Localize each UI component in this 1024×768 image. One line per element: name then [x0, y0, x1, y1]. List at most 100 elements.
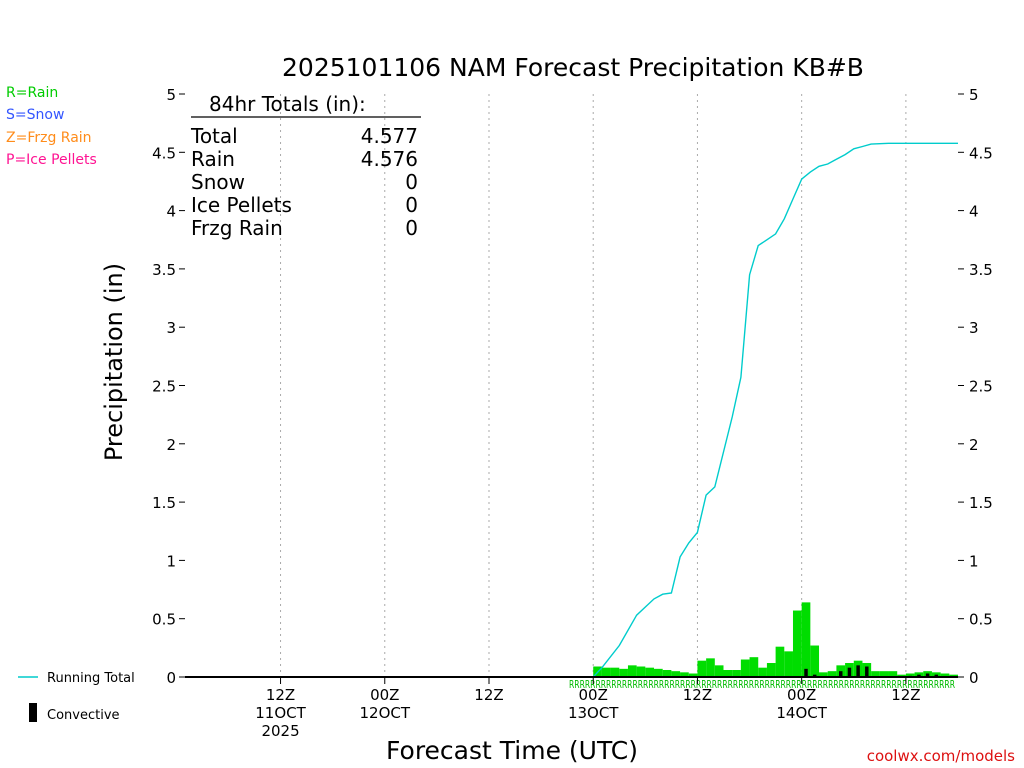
y-tick-label: 2	[969, 436, 979, 454]
plot-area: RRRRRRRRRRRRRRRRRRRRRRRRRRRRRRRRRRRRRRRR…	[185, 94, 958, 691]
legend-ice-pellets: P=Ice Pellets	[6, 152, 97, 168]
rain-bar	[723, 670, 733, 677]
totals-heading: 84hr Totals (in):	[209, 92, 366, 116]
y-tick-label: 0	[166, 669, 176, 687]
x-tick-label: 00Z	[370, 686, 399, 704]
x-tick-label: 00Z	[579, 686, 608, 704]
rain-bar	[905, 673, 915, 677]
rain-bar	[688, 673, 698, 677]
legend-convective: Convective	[47, 708, 120, 723]
convective-bar	[804, 668, 808, 677]
rain-bar	[636, 666, 646, 677]
rain-bars	[593, 602, 958, 677]
rain-bar	[871, 671, 880, 677]
rain-bar	[610, 667, 620, 677]
rain-bar	[931, 672, 941, 677]
y-tick-label: 0	[969, 669, 979, 687]
x-tick-label: 14OCT	[776, 704, 827, 722]
rain-bar	[758, 667, 767, 677]
y-tick-label: 1.5	[152, 494, 176, 512]
y-tick-label: 2.5	[152, 378, 176, 396]
totals-row-label: Total	[190, 124, 238, 148]
convective-bar	[856, 665, 860, 677]
y-tick-label: 1	[969, 552, 979, 570]
x-tick-label: 12OCT	[359, 704, 410, 722]
rain-bar	[706, 658, 715, 677]
running-total-line	[193, 142, 958, 678]
y-tick-label: 4.5	[152, 144, 176, 162]
rain-bar	[671, 671, 681, 677]
y-tick-label: 3.5	[969, 261, 993, 279]
y-tick-label: 4	[166, 203, 176, 221]
rain-bar	[784, 651, 793, 677]
x-tick-label: 12Z	[266, 686, 295, 704]
chart-title: 2025101106 NAM Forecast Precipitation KB…	[282, 53, 864, 82]
series-legend: Running Total Convective	[18, 671, 135, 723]
totals-row-label: Rain	[191, 147, 235, 171]
convective-bar	[925, 673, 930, 677]
rain-bar	[740, 659, 750, 677]
rain-bar	[662, 670, 672, 677]
convective-bar	[917, 674, 921, 677]
y-axis-label: Precipitation (in)	[100, 263, 128, 461]
rain-bar	[801, 602, 811, 677]
rain-bar	[897, 674, 906, 677]
y-tick-label: 0.5	[152, 611, 176, 629]
rain-bar	[732, 670, 741, 677]
rain-bar	[775, 646, 785, 677]
y-tick-label: 5	[969, 86, 979, 104]
convective-bar	[847, 667, 852, 677]
y-tick-label: 5	[166, 86, 176, 104]
rain-bar	[949, 674, 958, 677]
rain-bar	[680, 672, 689, 677]
rain-bar	[766, 663, 776, 677]
y-axis-left: 0 0.5 1 1.5 2 2.5 3 3.5 4 4.5 5	[152, 86, 185, 687]
x-tick-label: 13OCT	[568, 704, 619, 722]
rain-bar	[879, 671, 889, 677]
totals-row-label: Snow	[191, 170, 245, 194]
rain-bar	[819, 672, 828, 677]
y-tick-label: 2.5	[969, 378, 993, 396]
rain-bar	[749, 657, 759, 677]
rain-bar	[914, 672, 924, 677]
y-tick-label: 3	[969, 319, 979, 337]
totals-row-label: Frzg Rain	[191, 216, 283, 240]
convective-bar	[839, 671, 843, 677]
credit-text: coolwx.com/models	[867, 747, 1015, 765]
rain-bar	[645, 667, 655, 677]
rain-bar	[601, 667, 611, 677]
y-tick-label: 4	[969, 203, 979, 221]
x-tick-label: 12Z	[683, 686, 712, 704]
y-axis-right: 0 0.5 1 1.5 2 2.5 3 3.5 4 4.5 5	[958, 86, 993, 687]
totals-row-value: 0	[405, 193, 418, 217]
totals-row-value: 0	[405, 170, 418, 194]
rain-bar	[654, 668, 663, 677]
rain-bar	[627, 665, 637, 677]
y-tick-label: 1	[166, 552, 176, 570]
y-tick-label: 2	[166, 436, 176, 454]
rain-bar	[810, 645, 820, 677]
y-tick-label: 3.5	[152, 261, 176, 279]
x-tick-label: 12Z	[891, 686, 920, 704]
plot-background	[185, 94, 958, 677]
legend-rain: R=Rain	[6, 85, 58, 101]
rain-bar	[827, 671, 837, 677]
convective-bar	[812, 674, 817, 677]
rain-bar	[888, 671, 898, 677]
x-tick-label: 12Z	[474, 686, 503, 704]
precip-type-codes: RRRRRRRRRRRRRRRRRRRRRRRRRRRRRRRRRRRRRRRR…	[569, 678, 955, 691]
x-tick-label: 2025	[261, 722, 299, 740]
totals-row-value: 4.576	[361, 147, 418, 171]
rain-bar	[714, 665, 724, 677]
y-tick-label: 3	[166, 319, 176, 337]
totals-row-value: 0	[405, 216, 418, 240]
rain-bar	[940, 673, 950, 677]
convective-bar	[865, 666, 869, 677]
precip-type-legend: R=Rain S=Snow Z=Frzg Rain P=Ice Pellets	[6, 85, 97, 168]
legend-running-total: Running Total	[47, 671, 135, 686]
y-tick-label: 4.5	[969, 144, 993, 162]
x-tick-label: 11OCT	[255, 704, 306, 722]
totals-row-value: 4.577	[361, 124, 418, 148]
